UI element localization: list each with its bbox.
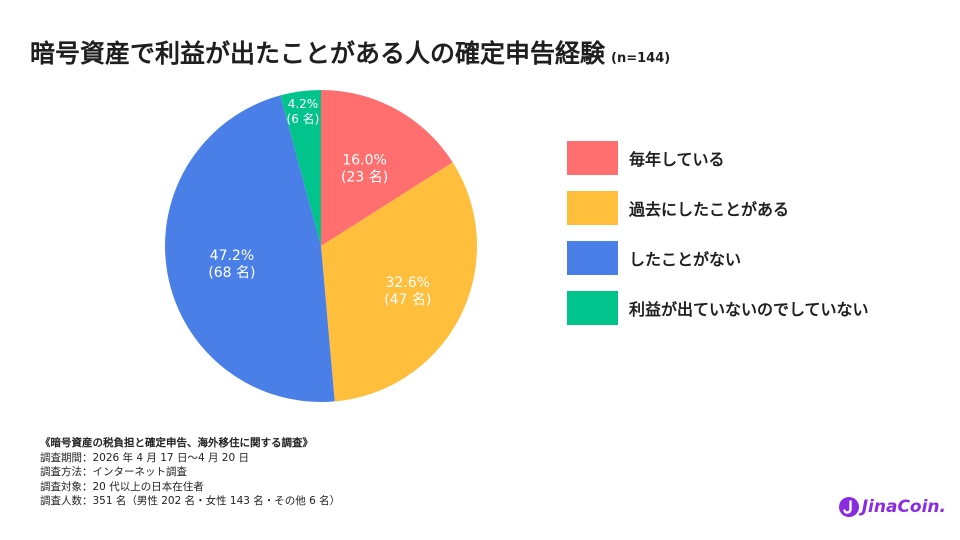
chart-title-text: 暗号資産で利益が出たことがある人の確定申告経験 <box>30 39 606 68</box>
pie-slice <box>280 90 321 246</box>
slice-percent-label: 16.0% <box>342 153 386 169</box>
slice-percent-label: 32.6% <box>385 275 429 291</box>
pie-slice <box>321 162 477 402</box>
slice-count-label: (47 名) <box>384 292 431 308</box>
logo-text: JinaCoin. <box>861 497 946 517</box>
sample-size: (n=144) <box>611 51 671 66</box>
logo-mark-icon <box>838 497 859 517</box>
legend: 毎年している過去にしたことがある したことがない利益が出ていないのでしていない <box>567 141 869 341</box>
jinacoin-logo: JinaCoin. <box>838 497 946 517</box>
legend-label: 毎年している <box>629 150 725 169</box>
notes-line-method: 調査方法：インターネット調査 <box>40 466 187 478</box>
pie-slice <box>165 95 335 403</box>
notes-heading: 《暗号資産の税負担と確定申告、海外移住に関する調査》 <box>40 437 313 449</box>
slice-count-label: (68 名) <box>208 265 255 281</box>
legend-item: したことがない <box>567 241 869 275</box>
legend-label: したことがない <box>629 250 742 269</box>
chart-title: 暗号資産で利益が出たことがある人の確定申告経験 (n=144) <box>30 34 670 70</box>
slice-percent-label: 4.2% <box>288 97 319 111</box>
slice-percent-label: 47.2% <box>210 248 254 264</box>
legend-label: 過去にしたことがある <box>629 200 790 219</box>
legend-item: 利益が出ていないのでしていない <box>567 291 869 325</box>
legend-label: 利益が出ていないのでしていない <box>629 300 869 319</box>
legend-item: 毎年している <box>567 141 869 175</box>
legend-swatch <box>567 291 618 325</box>
survey-notes: 《暗号資産の税負担と確定申告、海外移住に関する調査》 調査期間：2026 年 4… <box>40 436 340 509</box>
notes-line-period: 調査期間：2026 年 4 月 17 日〜4 月 20 日 <box>40 451 250 464</box>
legend-swatch <box>567 191 618 225</box>
notes-line-count: 調査人数：351 名（男性 202 名・女性 143 名・その他 6 名） <box>40 495 341 507</box>
pie-slice <box>321 90 453 246</box>
legend-swatch <box>567 241 618 275</box>
legend-swatch <box>567 141 618 175</box>
notes-line-target: 調査対象：20 代以上の日本在住者 <box>40 480 204 493</box>
legend-item: 過去にしたことがある <box>567 191 869 225</box>
slice-count-label: (23 名) <box>341 170 388 186</box>
slice-count-label: (6 名) <box>287 111 320 126</box>
